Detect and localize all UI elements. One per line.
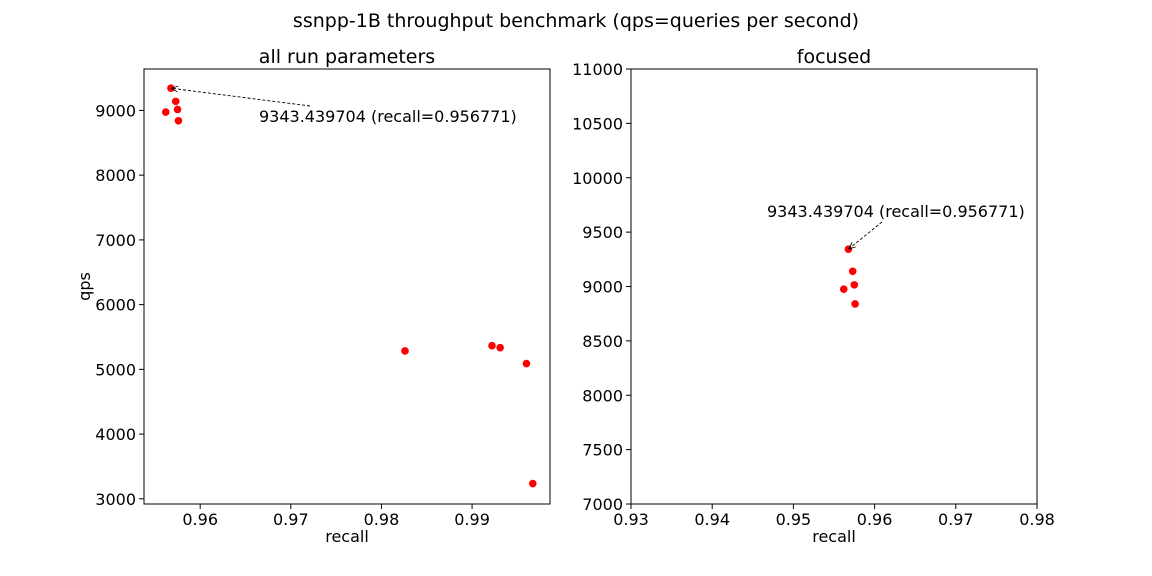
data-point <box>401 347 409 355</box>
plot-frame <box>630 68 1038 505</box>
data-point <box>496 343 504 352</box>
y-tick-label: 9000 <box>582 278 623 297</box>
y-tick-label: 6000 <box>95 296 136 315</box>
data-point <box>171 97 180 106</box>
x-axis-label: recall <box>325 527 369 546</box>
data-point <box>850 281 859 289</box>
annotation-text: 9343.439704 (recall=0.956771) <box>767 202 1025 221</box>
y-tick-label: 10000 <box>572 169 623 188</box>
y-tick-label: 7000 <box>582 495 623 514</box>
y-axis-label: qps <box>75 272 94 301</box>
annotation-arrow <box>848 221 883 249</box>
y-tick-label: 9500 <box>582 223 623 242</box>
figure-suptitle: ssnpp-1B throughput benchmark (qps=queri… <box>293 10 859 32</box>
chart-title: all run parameters <box>259 46 435 68</box>
data-point <box>488 341 496 350</box>
data-point <box>173 105 182 114</box>
y-tick-label: 7500 <box>582 441 623 460</box>
data-point <box>851 300 859 308</box>
x-axis-label: recall <box>812 527 856 546</box>
data-point <box>161 108 170 116</box>
chart-panel-all-run-parameters: all run parameters 0.96 0.97 0.98 0.99 3000 40… <box>75 46 551 546</box>
y-tick-label: 10500 <box>572 114 623 133</box>
chart-panel-focused: focused 0.93 0.94 0.95 0.96 0.97 0.98 7000 7500 8… <box>572 46 1055 546</box>
annotation-arrow <box>171 88 311 107</box>
x-tick-label: 0.99 <box>454 510 490 529</box>
data-point <box>839 285 848 294</box>
y-tick-label: 8000 <box>582 386 623 405</box>
x-tick-label: 0.93 <box>613 510 649 529</box>
x-tick-label: 0.97 <box>938 510 974 529</box>
plot-frame <box>143 68 551 505</box>
x-tick-label: 0.98 <box>1019 510 1055 529</box>
x-tick-label: 0.95 <box>776 510 812 529</box>
x-tick-label: 0.96 <box>857 510 893 529</box>
y-tick-label: 9000 <box>95 101 136 120</box>
x-tick-label: 0.97 <box>273 510 309 529</box>
y-tick-label: 8000 <box>95 166 136 185</box>
chart-title: focused <box>797 46 871 68</box>
y-tick-label: 8500 <box>582 332 623 351</box>
y-tick-label: 4000 <box>95 425 136 444</box>
x-tick-label: 0.96 <box>182 510 218 529</box>
data-point <box>848 267 857 276</box>
data-point <box>174 116 183 125</box>
y-tick-label: 3000 <box>95 490 136 509</box>
data-point <box>528 479 537 488</box>
y-tick-label: 5000 <box>95 360 136 379</box>
annotation-text: 9343.439704 (recall=0.956771) <box>259 107 517 126</box>
x-tick-label: 0.94 <box>694 510 730 529</box>
data-point <box>522 359 531 368</box>
y-tick-label: 7000 <box>95 231 136 250</box>
x-tick-label: 0.98 <box>364 510 400 529</box>
y-tick-label: 11000 <box>572 60 623 79</box>
